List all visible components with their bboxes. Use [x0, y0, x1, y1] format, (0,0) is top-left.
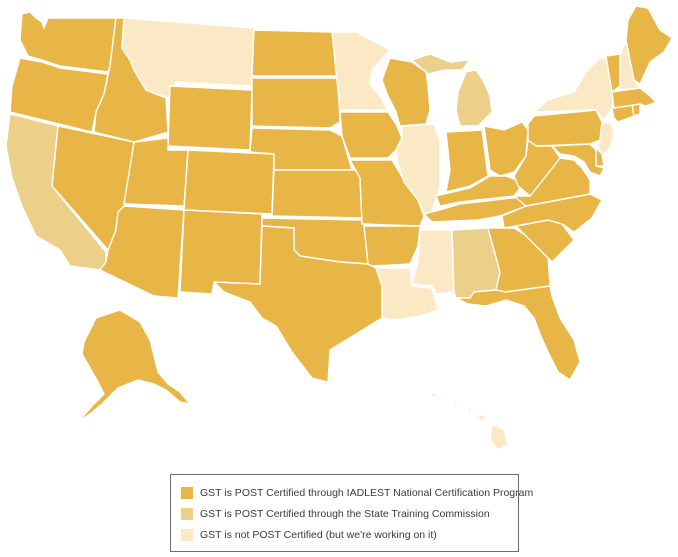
state-ND[interactable]	[251, 29, 339, 77]
state-LA[interactable]	[375, 267, 439, 321]
state-NH[interactable]	[619, 39, 641, 91]
legend-item-iadlest: GST is POST Certified through IADLEST Na…	[181, 482, 533, 503]
state-UT[interactable]	[123, 137, 189, 207]
state-TX[interactable]	[213, 225, 383, 383]
state-MI[interactable]	[411, 53, 493, 127]
state-AR[interactable]	[363, 225, 421, 267]
state-HI[interactable]	[429, 391, 509, 451]
state-SD[interactable]	[251, 77, 341, 129]
legend-label-commission: GST is POST Certified through the State …	[200, 507, 490, 520]
legend-item-not-certified: GST is not POST Certified (but we're wor…	[181, 524, 518, 545]
state-PA[interactable]	[527, 109, 603, 147]
state-AK[interactable]	[77, 309, 191, 423]
state-NY[interactable]	[533, 57, 615, 121]
state-WY[interactable]	[167, 85, 253, 151]
state-AZ[interactable]	[99, 205, 185, 299]
legend-label-not-certified: GST is not POST Certified (but we're wor…	[200, 528, 437, 541]
state-MN[interactable]	[331, 31, 391, 111]
state-FL[interactable]	[455, 285, 581, 381]
us-states-map	[5, 5, 673, 451]
state-ME[interactable]	[625, 5, 673, 85]
state-MA[interactable]	[611, 87, 657, 109]
state-NJ[interactable]	[597, 121, 615, 157]
state-NM[interactable]	[179, 209, 263, 295]
state-MD[interactable]	[551, 143, 605, 177]
legend-swatch-not-certified	[181, 528, 193, 541]
map-legend: GST is POST Certified through IADLEST Na…	[170, 474, 533, 552]
state-CO[interactable]	[183, 149, 275, 215]
legend-swatch-commission	[181, 507, 193, 520]
state-RI[interactable]	[631, 103, 641, 117]
state-IA[interactable]	[339, 111, 403, 159]
legend-label-iadlest: GST is POST Certified through IADLEST Na…	[200, 486, 534, 499]
state-IL[interactable]	[395, 123, 441, 215]
state-MO[interactable]	[349, 159, 425, 227]
state-IN[interactable]	[445, 129, 489, 193]
state-KS[interactable]	[271, 169, 363, 219]
legend-swatch-iadlest	[181, 486, 193, 499]
legend-item-commission: GST is POST Certified through the State …	[181, 503, 518, 524]
state-WV[interactable]	[513, 139, 561, 197]
